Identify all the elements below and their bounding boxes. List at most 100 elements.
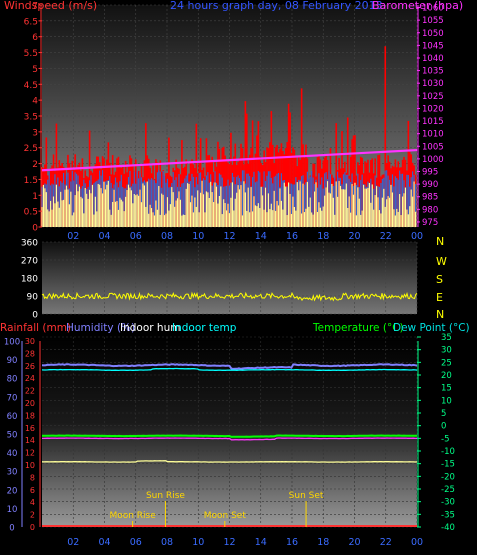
wind-series — [41, 46, 418, 227]
rain-tick: 4 — [30, 498, 35, 507]
barometer-tick: 1020 — [422, 104, 444, 114]
temperature-tick: -15 — [441, 460, 455, 470]
compass-label: N — [436, 308, 444, 321]
x-tick: 12 — [223, 537, 235, 548]
compass-label: N — [436, 235, 444, 248]
x-tick: 02 — [67, 537, 79, 548]
x-tick: 10 — [192, 231, 204, 242]
x-tick: 02 — [67, 231, 79, 242]
x-tick: 06 — [130, 537, 142, 548]
humidity-tick: 60 — [7, 412, 18, 422]
humidity-tick: 30 — [7, 468, 18, 478]
x-tick: 00 — [411, 231, 423, 242]
x-tick: 18 — [317, 537, 329, 548]
temperature-tick: 25 — [441, 358, 452, 368]
x-tick: 06 — [130, 231, 142, 242]
temperature-tick: 0 — [441, 422, 446, 432]
temperature-label: Temperature (°C) — [312, 322, 404, 334]
event-label: Moon Set — [204, 511, 247, 521]
indoor-temp-line — [41, 367, 418, 372]
dew-point-line — [42, 437, 417, 441]
barometer-tick: 1040 — [422, 54, 444, 64]
barometer-tick: 1000 — [422, 155, 444, 165]
rain-tick: 24 — [25, 374, 35, 383]
windspeed-label: Windspeed (m/s) — [4, 0, 97, 12]
x-tick: 22 — [380, 231, 392, 242]
barometer-tick: 1035 — [422, 67, 444, 77]
x-tick: 08 — [161, 231, 173, 242]
windspeed-tick: 5 — [32, 65, 38, 75]
direction-tick: 90 — [27, 293, 39, 303]
temperature-tick: 35 — [441, 333, 452, 343]
x-tick: 04 — [98, 231, 110, 242]
temperature-tick: -10 — [441, 447, 455, 457]
humidity-tick: 70 — [7, 393, 18, 403]
barometer-tick: 1060 — [422, 4, 444, 14]
rain-tick: 14 — [25, 436, 35, 445]
indoor-hum-label: Indoor hum — [120, 322, 180, 334]
barometer-tick: 985 — [422, 193, 438, 203]
x-tick: 16 — [286, 537, 298, 548]
chart-title: 24 hours graph day, 08 February 2013 — [170, 0, 383, 12]
barometer-tick: 1055 — [422, 16, 444, 26]
barometer-tick: 1010 — [422, 130, 444, 140]
x-tick: 12 — [223, 231, 235, 242]
barometer-tick: 1045 — [422, 41, 444, 51]
indoor-hum-line — [41, 460, 418, 463]
rain-tick: 8 — [30, 473, 35, 482]
temp-grid — [42, 336, 418, 528]
windspeed-tick: 2.5 — [24, 144, 38, 154]
windspeed-tick: 6.5 — [24, 17, 38, 27]
x-tick: 14 — [255, 537, 267, 548]
event-label: Sun Rise — [146, 491, 185, 501]
temperature-tick: -30 — [441, 498, 455, 508]
direction-tick: 0 — [32, 311, 38, 321]
temp-series: Moon Rise Sun Rise Moon Set Sun Set — [41, 363, 418, 527]
temperature-tick: -40 — [441, 523, 455, 533]
x-tick: 00 — [411, 537, 423, 548]
temperature-tick: 20 — [441, 371, 452, 381]
temperature-tick: 10 — [441, 396, 452, 406]
compass-label: S — [436, 273, 443, 286]
rain-tick: 12 — [25, 449, 35, 458]
barometer-tick: 990 — [422, 180, 438, 190]
windspeed-tick: 4.5 — [24, 81, 38, 91]
direction-series — [41, 291, 418, 302]
humidity-line — [41, 363, 418, 370]
windspeed-tick: 0.5 — [24, 208, 38, 218]
temperature-tick: -5 — [441, 434, 449, 444]
windspeed-tick: 5.5 — [24, 49, 38, 59]
humidity-tick: 50 — [7, 431, 18, 441]
windspeed-tick: 1.5 — [24, 176, 38, 186]
barometer-tick: 1025 — [422, 92, 444, 102]
humidity-tick: 0 — [9, 524, 14, 534]
temperature-tick: 30 — [441, 346, 452, 356]
humidity-tick: 90 — [7, 356, 18, 366]
rain-tick: 16 — [25, 424, 35, 433]
dew-point-label: Dew Point (°C) — [393, 322, 470, 334]
temperature-tick: -20 — [441, 472, 455, 482]
x-tick: 10 — [192, 537, 204, 548]
humidity-label: Humidity (%) — [66, 322, 135, 334]
compass-label: E — [436, 291, 443, 304]
x-tick: 16 — [286, 231, 298, 242]
rain-tick: 26 — [25, 362, 35, 371]
temperature-tick: -35 — [441, 510, 455, 520]
rain-tick: 2 — [30, 511, 35, 520]
humidity-tick: 10 — [7, 505, 18, 515]
barometer-tick: 1050 — [422, 29, 444, 39]
x-tick: 18 — [317, 231, 329, 242]
temperature-tick: 5 — [441, 409, 446, 419]
rainfall-label: Rainfall (mm) — [0, 322, 71, 334]
windspeed-tick: 4 — [32, 97, 38, 107]
rain-tick: 30 — [25, 337, 35, 346]
x-tick: 08 — [161, 537, 173, 548]
humidity-tick: 80 — [7, 375, 18, 385]
barometer-tick: 995 — [422, 168, 438, 178]
x-tick: 14 — [255, 231, 267, 242]
direction-line — [41, 291, 418, 302]
